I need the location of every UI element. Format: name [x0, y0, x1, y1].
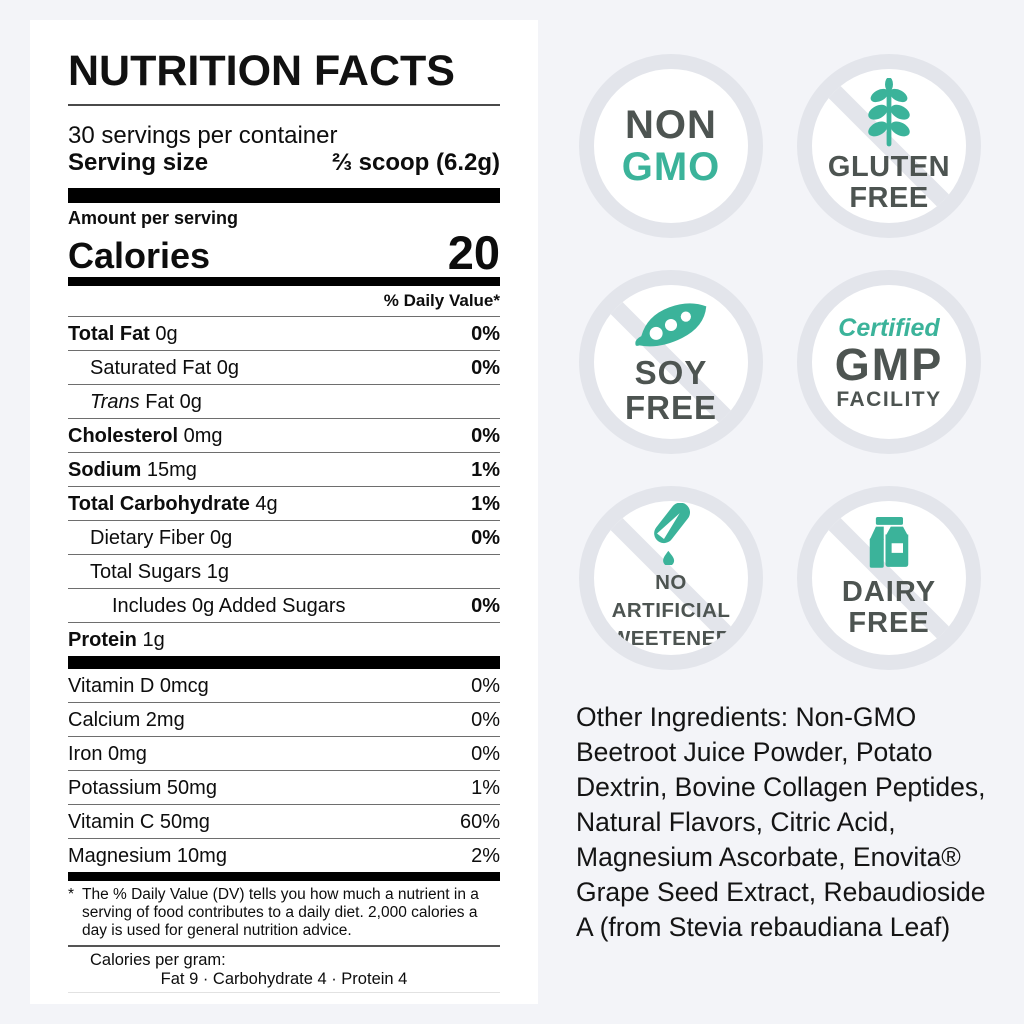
nutrient-name: Potassium 50mg — [68, 776, 217, 799]
badge-text-certified: Certified — [838, 313, 940, 342]
nutrient-dv: 1% — [471, 776, 500, 799]
nutrient-name: Protein 1g — [68, 628, 165, 651]
serving-size-value: ⅔ scoop (6.2g) — [331, 149, 500, 176]
nutrient-row: Trans Fat 0g — [68, 385, 500, 419]
nutrient-row: Sodium 15mg 1% — [68, 453, 500, 487]
thick-separator-bar — [68, 188, 500, 203]
badge-text-line2: SWEETENERS — [596, 627, 746, 650]
nutrient-row: Cholesterol 0mg 0% — [68, 419, 500, 453]
nutrient-row: Total Fat 0g 0% — [68, 317, 500, 351]
wheat-icon — [868, 78, 910, 147]
vitamin-row: Potassium 50mg 1% — [68, 771, 500, 805]
footnote-asterisk: * — [68, 886, 75, 903]
nutrient-name: Dietary Fiber 0g — [90, 526, 233, 549]
nutrient-dv: 0% — [471, 674, 500, 697]
nutrient-name: Sodium 15mg — [68, 458, 197, 481]
nutrition-facts-panel: NUTRITION FACTS 30 servings per containe… — [30, 20, 538, 1004]
badge-no-artificial-sweeteners: NO ARTIFICIAL SWEETENERS — [579, 486, 763, 670]
nutrient-name: Trans Fat 0g — [90, 390, 202, 413]
calories-label: Calories — [68, 235, 211, 276]
badge-gluten-free: GLUTEN FREE — [797, 54, 981, 238]
nutrient-dv: 0% — [471, 322, 500, 345]
badge-text-line1: NO ARTIFICIAL — [611, 571, 731, 622]
vitamin-row: Iron 0mg 0% — [68, 737, 500, 771]
other-ingredients-text: Other Ingredients: Non-GMO Beetroot Juic… — [576, 702, 986, 942]
serving-size-label: Serving size — [68, 149, 209, 176]
nutrient-name: Cholesterol 0mg — [68, 424, 223, 447]
nutrient-name: Vitamin C 50mg — [68, 810, 210, 833]
badge-certified-gmp-facility: Certified GMP FACILITY — [797, 270, 981, 454]
nutrient-name: Saturated Fat 0g — [90, 356, 239, 379]
nutrient-name: Total Carbohydrate 4g — [68, 492, 278, 515]
vitamin-row: Calcium 2mg 0% — [68, 703, 500, 737]
vitamin-row: Vitamin D 0mcg 0% — [68, 669, 500, 703]
badge-soy-free: SOY FREE — [579, 270, 763, 454]
thick-separator-bar — [68, 656, 500, 669]
nutrient-dv: 2% — [471, 844, 500, 867]
milk-carton-icon — [869, 517, 909, 568]
calories-per-gram-values: Fat 9 · Carbohydrate 4 · Protein 4 — [160, 970, 408, 988]
nutrient-row: Includes 0g Added Sugars 0% — [68, 589, 500, 623]
badge-text-line1: GMP — [834, 338, 944, 390]
badge-text-line2: FREE — [624, 389, 717, 426]
badge-text-line1: SOY — [634, 354, 708, 391]
nutrient-dv: 0% — [471, 708, 500, 731]
calories-value: 20 — [447, 226, 500, 279]
badge-text-line2: FREE — [849, 182, 929, 214]
nutrient-name: Calcium 2mg — [68, 708, 185, 731]
badge-text-line1: DAIRY — [841, 576, 937, 608]
medium-separator-bar — [68, 277, 500, 286]
badge-text-line1: GLUTEN — [827, 151, 951, 183]
badge-text-line2: FREE — [848, 607, 930, 639]
nutrient-dv: 0% — [471, 742, 500, 765]
nutrient-dv: 0% — [471, 356, 500, 379]
badge-dairy-free: DAIRY FREE — [797, 486, 981, 670]
nutrient-name: Includes 0g Added Sugars — [112, 594, 346, 617]
nutrition-facts-title: NUTRITION FACTS — [68, 47, 455, 95]
badge-text-line1: NON — [625, 103, 717, 147]
nutrient-dv: 0% — [471, 424, 500, 447]
title-divider — [68, 104, 500, 106]
medium-separator-bar — [68, 872, 500, 881]
nutrient-dv: 0% — [471, 594, 500, 617]
nutrient-name: Iron 0mg — [68, 742, 147, 765]
nutrient-name: Total Fat 0g — [68, 322, 178, 345]
nutrient-name: Total Sugars 1g — [90, 560, 229, 583]
nutrient-row: Saturated Fat 0g 0% — [68, 351, 500, 385]
nutrient-dv: 0% — [471, 526, 500, 549]
serving-size-row: Serving size ⅔ scoop (6.2g) — [68, 149, 500, 176]
dropper-icon — [654, 503, 691, 565]
nutrient-dv: 60% — [459, 810, 500, 833]
calories-per-gram-label: Calories per gram: — [90, 951, 226, 969]
nutrient-name: Magnesium 10mg — [68, 844, 227, 867]
nutrient-dv: 1% — [471, 492, 500, 515]
nutrient-name: Vitamin D 0mcg — [68, 674, 209, 697]
servings-per-container: 30 servings per container — [68, 122, 338, 149]
daily-value-header: % Daily Value* — [68, 286, 500, 317]
vitamin-row: Vitamin C 50mg 60% — [68, 805, 500, 839]
badge-text-line2: FACILITY — [836, 387, 942, 411]
badge-text-line2: GMO — [621, 145, 721, 189]
nutrient-dv: 1% — [471, 458, 500, 481]
daily-value-footnote: * The % Daily Value (DV) tells you how m… — [68, 886, 500, 947]
nutrient-row: Total Carbohydrate 4g 1% — [68, 487, 500, 521]
badge-non-gmo: NON GMO — [579, 54, 763, 238]
nutrient-row: Total Sugars 1g — [68, 555, 500, 589]
calories-row: Calories 20 — [68, 226, 500, 279]
pea-pod-icon — [635, 303, 707, 347]
nutrient-row: Protein 1g — [68, 623, 500, 656]
vitamin-row: Magnesium 10mg 2% — [68, 839, 500, 872]
footnote-text: The % Daily Value (DV) tells you how muc… — [82, 886, 479, 939]
bottom-divider — [68, 992, 500, 993]
nutrient-row: Dietary Fiber 0g 0% — [68, 521, 500, 555]
amount-per-serving-label: Amount per serving — [68, 208, 239, 228]
